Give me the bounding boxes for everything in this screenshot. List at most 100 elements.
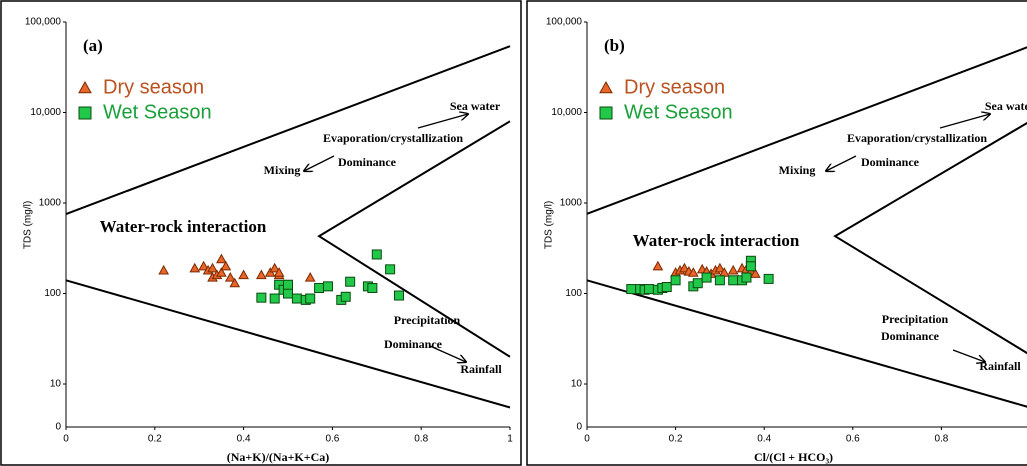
point [644, 284, 655, 295]
legend-label: Wet Season [103, 101, 212, 123]
y-tick-label: 10 [571, 379, 583, 390]
point [283, 279, 293, 290]
x-tick-label: 0.6 [325, 434, 339, 445]
point [198, 260, 209, 271]
x-tick-label: 0.8 [414, 434, 428, 445]
arrow [417, 114, 468, 129]
x-tick-label: 0.4 [237, 434, 251, 445]
x-tick-label: 1 [507, 434, 513, 445]
arrow [826, 155, 857, 171]
boundary-line [586, 279, 1027, 408]
annotation: Evaporation/crystallization [323, 131, 463, 145]
legend-label: Dry season [624, 76, 725, 98]
point [224, 272, 236, 282]
point [256, 269, 267, 280]
point [158, 264, 170, 275]
x-axis-label: Cl/(Cl + HCO₃) [754, 450, 833, 464]
y-tick-label: 100,000 [546, 17, 583, 28]
annotation: Dominance [384, 337, 443, 351]
point [207, 262, 218, 273]
x-tick-label: 0.2 [669, 434, 683, 445]
x-tick-label: 0.2 [148, 434, 162, 445]
annotation: Rainfall [460, 362, 502, 376]
point [728, 275, 739, 286]
legend-marker [599, 80, 613, 94]
annotation: Dominance [861, 155, 920, 169]
x-tick-label: 0.4 [757, 434, 771, 445]
y-origin-label: 0 [55, 422, 61, 433]
y-tick-label: 10,000 [30, 107, 61, 118]
y-tick-label: 10 [50, 379, 62, 390]
point [367, 283, 378, 294]
point [291, 293, 302, 304]
point [229, 277, 241, 288]
x-tick-label: 0 [63, 434, 69, 445]
legend-label: Dry season [103, 76, 204, 98]
annotation: Precipitation [394, 313, 461, 327]
point [692, 278, 703, 289]
panel-border [526, 0, 1027, 466]
point [238, 269, 249, 280]
annotation: Mixing [264, 163, 301, 177]
boundary-line [65, 45, 511, 215]
point [269, 262, 281, 273]
y-tick-label: 1000 [560, 198, 583, 209]
point [626, 284, 637, 295]
x-axis-label: (Na+K)/(Na+K+Ca) [227, 450, 330, 464]
y-tick-label: 100 [44, 288, 61, 299]
arrow [952, 349, 985, 362]
boundary-line [317, 120, 511, 358]
point [749, 268, 761, 278]
point [304, 272, 316, 282]
y-axis-label: TDS (mg/l) [23, 201, 34, 249]
annotation: Water-rock interaction [100, 217, 267, 236]
x-tick-label: 0 [584, 434, 590, 445]
panel-label: (a) [83, 36, 103, 55]
legend-label: Wet Season [624, 101, 733, 123]
y-tick-label: 10,000 [551, 107, 582, 118]
point [283, 288, 293, 299]
panel-border [0, 0, 522, 466]
point [345, 276, 356, 287]
point [269, 293, 280, 304]
point [714, 262, 726, 273]
y-axis-label: TDS (mg/l) [544, 201, 555, 249]
point [314, 283, 325, 294]
point [661, 282, 672, 293]
x-tick-label: 0.8 [934, 434, 948, 445]
point [322, 281, 333, 292]
x-tick-label: 0.6 [846, 434, 860, 445]
y-origin-label: 0 [576, 422, 582, 433]
boundary-line [586, 46, 1027, 215]
annotation: Dominance [881, 329, 940, 343]
legend-marker [78, 80, 92, 94]
point [687, 267, 699, 277]
point [727, 264, 739, 275]
legend-marker [599, 106, 613, 120]
point [340, 291, 351, 302]
point [305, 293, 316, 304]
point [216, 267, 227, 277]
annotation: Sea water [985, 99, 1027, 113]
arrow [429, 345, 466, 362]
annotation: Dominance [338, 155, 397, 169]
point [670, 275, 681, 286]
legend-marker [78, 106, 92, 120]
annotation: Rainfall [979, 359, 1021, 373]
point [220, 260, 232, 271]
y-tick-label: 1000 [39, 198, 62, 209]
arrow [939, 114, 990, 129]
point [745, 261, 756, 272]
annotation: Sea water [450, 99, 501, 113]
point [385, 264, 396, 275]
point [701, 272, 712, 283]
point [714, 275, 725, 286]
y-tick-label: 100 [565, 288, 582, 299]
point [273, 267, 285, 277]
point [216, 253, 227, 264]
point [741, 272, 752, 283]
point [371, 249, 382, 260]
panel-label: (b) [604, 36, 625, 55]
boundary-line [65, 279, 511, 409]
